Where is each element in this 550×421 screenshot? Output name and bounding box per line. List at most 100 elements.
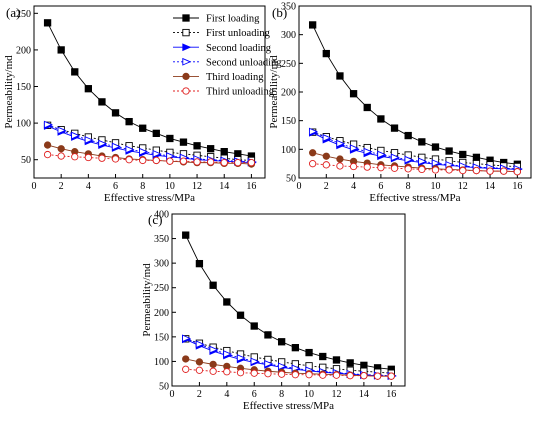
plot-frame-b xyxy=(298,5,532,179)
data-point xyxy=(431,166,440,174)
data-point xyxy=(125,156,133,164)
data-point xyxy=(319,352,327,361)
series-line xyxy=(185,337,392,377)
legend-marker xyxy=(182,57,192,66)
data-point xyxy=(336,162,344,170)
data-point xyxy=(322,133,332,142)
data-point xyxy=(71,68,79,76)
panel-label-c: (c) xyxy=(148,212,162,227)
legend-marker xyxy=(182,43,192,52)
series-line xyxy=(312,131,518,170)
data-point xyxy=(404,155,414,164)
legend-marker xyxy=(182,87,190,95)
legend-label: Second unloading xyxy=(206,57,282,68)
series-line xyxy=(312,131,518,167)
data-point xyxy=(98,154,106,162)
data-point xyxy=(336,155,344,163)
x-tick-label: 6 xyxy=(252,389,257,400)
data-point xyxy=(418,138,426,146)
data-point xyxy=(84,153,93,162)
x-tick-label: 0 xyxy=(297,181,302,192)
data-point xyxy=(152,156,160,165)
data-point xyxy=(431,143,440,151)
data-point xyxy=(223,368,231,376)
data-point xyxy=(308,21,317,29)
data-point xyxy=(57,126,67,135)
data-point xyxy=(193,158,201,166)
x-tick-label: 16 xyxy=(386,389,396,400)
x-tick-label: 14 xyxy=(219,181,229,192)
data-point xyxy=(57,145,65,153)
y-tick-label: 100 xyxy=(154,357,169,368)
series-layer-a xyxy=(43,19,257,168)
data-point xyxy=(445,147,453,155)
data-point xyxy=(152,129,160,138)
y-tick-label: 400 xyxy=(154,210,169,221)
data-point xyxy=(250,369,258,377)
y-tick-label: 100 xyxy=(281,145,296,156)
chart-panel-b: (b) 0 2 4 6 8 10 12 14 16 50 100 150 200 250 300 350 Ef… xyxy=(268,2,532,204)
data-point xyxy=(363,163,371,171)
data-point xyxy=(277,338,286,346)
y-tick-label: 250 xyxy=(16,9,31,20)
x-axis-label-b: Effective stress/MPa xyxy=(369,192,460,204)
data-point xyxy=(43,150,52,159)
data-point xyxy=(220,148,228,156)
data-point xyxy=(346,372,354,380)
data-point xyxy=(139,147,149,156)
data-point xyxy=(264,331,272,339)
data-point xyxy=(223,298,231,306)
data-point xyxy=(418,165,426,174)
y-tick-label: 250 xyxy=(154,283,169,294)
data-point xyxy=(43,19,52,27)
data-point xyxy=(206,158,215,166)
data-point xyxy=(195,358,204,366)
data-point xyxy=(71,153,79,161)
data-point xyxy=(373,372,382,380)
data-point xyxy=(472,153,481,162)
data-point xyxy=(431,159,441,167)
legend-label: Second loading xyxy=(206,43,272,54)
data-point xyxy=(166,157,174,165)
data-point xyxy=(193,142,201,150)
data-point xyxy=(57,46,65,54)
y-axis-label-c: Permeability/md xyxy=(141,263,153,337)
x-axis-label-a: Effective stress/MPa xyxy=(104,192,195,204)
data-point xyxy=(390,124,399,132)
data-point xyxy=(166,134,174,143)
data-point xyxy=(84,85,93,93)
data-point xyxy=(363,103,371,112)
y-tick-label: 150 xyxy=(154,332,169,343)
x-tick-label: 14 xyxy=(359,389,369,400)
data-point xyxy=(336,139,346,148)
data-point xyxy=(418,157,428,166)
data-point xyxy=(349,162,358,171)
data-point xyxy=(291,371,300,379)
x-tick-label: 10 xyxy=(165,181,175,192)
y-tick-label: 50 xyxy=(159,382,169,393)
y-tick-label: 200 xyxy=(154,308,169,319)
x-tick-label: 10 xyxy=(304,389,314,400)
legend-label: Third unloading xyxy=(206,87,275,98)
y-tick-label: 250 xyxy=(281,59,296,70)
legend-label: Third loading xyxy=(206,72,264,83)
data-point xyxy=(390,153,400,162)
data-point xyxy=(179,138,188,146)
data-point xyxy=(322,49,330,58)
data-point xyxy=(513,168,522,176)
data-point xyxy=(277,370,286,378)
data-point xyxy=(387,372,395,380)
tick-layer-b: 0 2 4 6 8 10 12 14 16 50 100 150 200 250 300 350 xyxy=(281,2,522,193)
series-line xyxy=(312,24,518,165)
data-point xyxy=(322,161,330,169)
data-point xyxy=(319,371,327,379)
tick-layer-a: 0 2 4 6 8 10 12 14 16 50 100 150 200 250 xyxy=(16,9,256,192)
plot-frame-c xyxy=(171,213,406,387)
x-axis-label-c: Effective stress/MPa xyxy=(243,400,334,412)
series-line xyxy=(185,338,392,377)
data-point xyxy=(234,158,242,167)
y-tick-label: 200 xyxy=(281,88,296,99)
data-point xyxy=(236,354,246,362)
y-tick-label: 350 xyxy=(281,2,296,13)
legend-label: First unloading xyxy=(206,28,271,39)
